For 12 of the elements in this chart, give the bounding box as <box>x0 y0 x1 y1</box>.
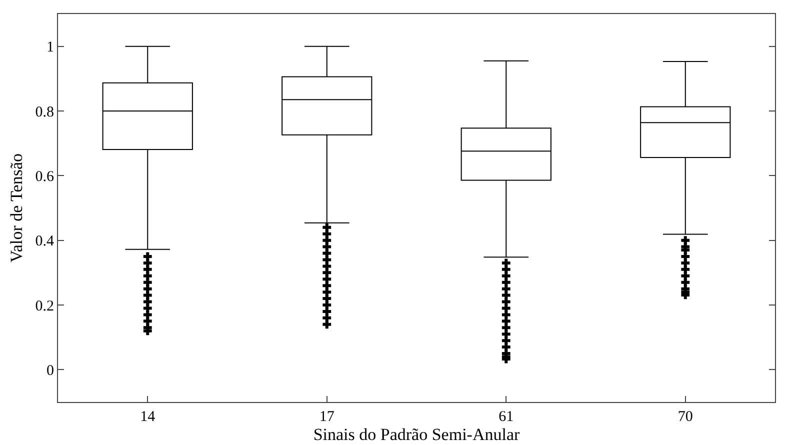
x-tick-label: 70 <box>678 409 693 425</box>
y-axis-title: Valor de Tensão <box>6 154 26 262</box>
y-tick-label: 0.2 <box>35 298 54 314</box>
x-tick-label: 14 <box>140 409 156 425</box>
x-axis-title: Sinais do Padrão Semi-Anular <box>313 425 520 444</box>
y-tick-label: 0.6 <box>35 168 54 185</box>
y-tick-label: 0.8 <box>35 104 54 120</box>
x-tick-label: 17 <box>319 409 335 425</box>
x-tick-label: 61 <box>498 409 514 425</box>
y-tick-label: 0.4 <box>35 234 54 250</box>
y-tick-label: 0 <box>46 362 54 379</box>
y-tick-label: 1 <box>46 40 54 56</box>
